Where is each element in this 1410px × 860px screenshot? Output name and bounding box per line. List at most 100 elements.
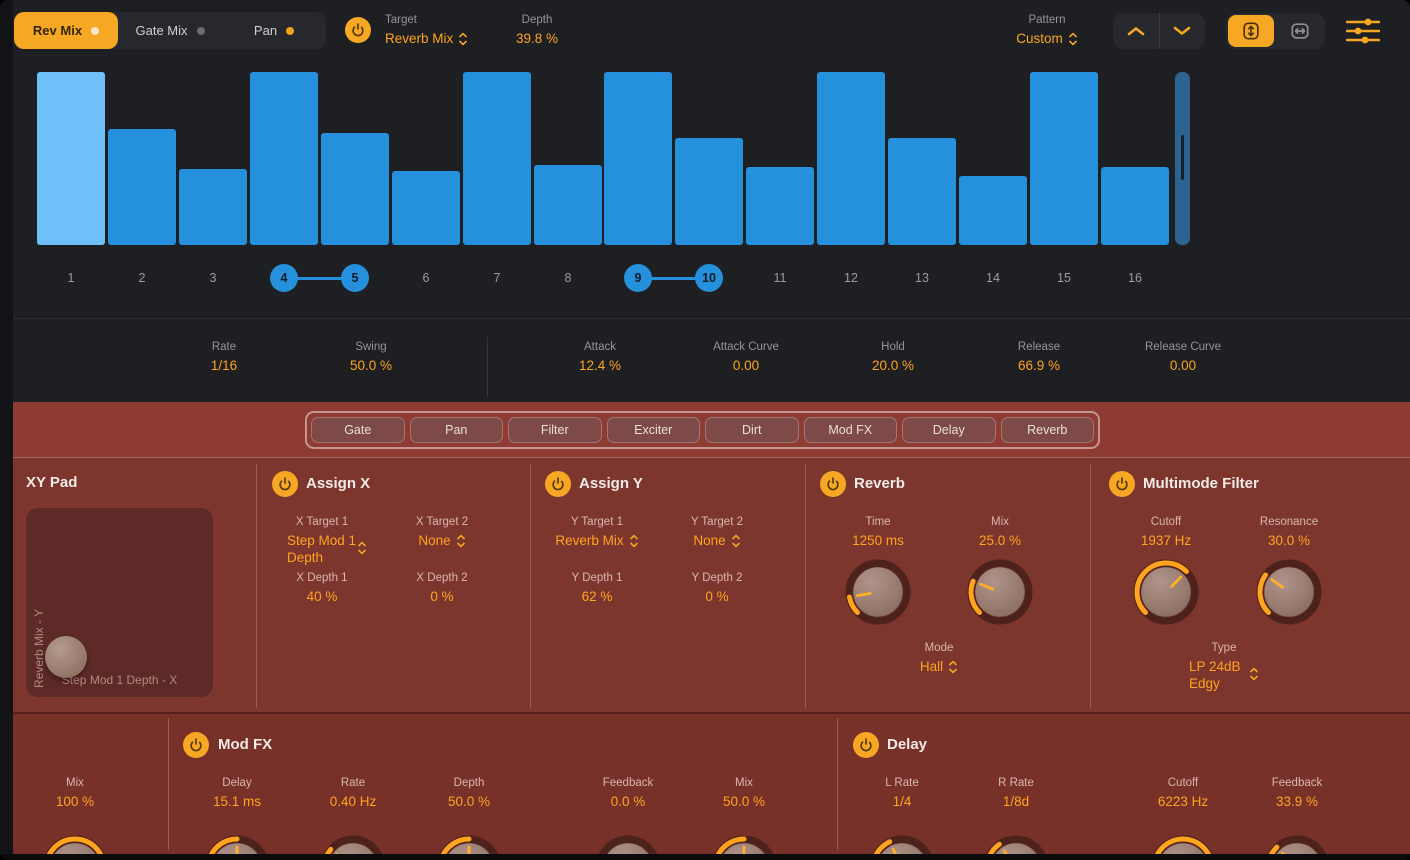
step-number-9[interactable]: 9 [624,264,652,292]
step-bar-14[interactable] [959,176,1027,245]
step-bar-6[interactable] [392,171,460,245]
step-number-15[interactable]: 15 [1057,271,1071,285]
step-bar-1[interactable] [37,72,105,245]
filter-type-select[interactable]: LP 24dB Edgy [1154,658,1294,692]
fx-param-delay-params-2: Cutoff 6223 Hz [1157,777,1209,809]
fx-tab-pan[interactable]: Pan [409,417,503,443]
fx-tab-exciter[interactable]: Exciter [606,417,700,443]
step-number-1[interactable]: 1 [67,271,75,285]
step-link-line [284,277,355,280]
settings-button[interactable] [1345,18,1381,49]
step-bar-12[interactable] [817,72,885,245]
select-chevrons-icon [1249,667,1259,681]
step-bar-15[interactable] [1030,72,1098,245]
assign-x-power-button[interactable] [272,471,298,497]
step-bar-2[interactable] [108,129,176,245]
pattern-scrollbar[interactable] [1175,72,1190,245]
filter-title: Multimode Filter [1143,475,1259,492]
tab-status-dot [91,26,100,35]
fx-param-modfx-params-4: Mix 50.0 % [722,777,766,809]
assign-x-title: Assign X [306,475,371,492]
mod-tab-gate-mix[interactable]: Gate Mix [118,12,222,49]
fx-tab-bar: Gate Pan Filter Exciter Dirt Mod FX Delay Rever… [305,411,1100,449]
step-number-3[interactable]: 3 [209,271,217,285]
step-mod-depth-field: Depth 39.8 % [477,13,597,47]
step-number-2[interactable]: 2 [138,271,146,285]
fx-tab-reverb[interactable]: Reverb [1000,417,1094,443]
fx-tab-gate[interactable]: Gate [311,417,405,443]
step-bar-10[interactable] [675,138,743,245]
window-edge [0,854,1410,860]
step-bar-3[interactable] [179,169,247,245]
reverb-mode-select[interactable]: Hall [869,658,1009,675]
horizontal-resize-button[interactable] [1277,15,1323,47]
modfx-power-button[interactable] [183,732,209,758]
step-number-5[interactable]: 5 [341,264,369,292]
knob-filter-params-1[interactable] [1249,552,1329,632]
step-bar-13[interactable] [888,138,956,245]
y-depth-2-value[interactable]: 0 % [705,589,729,604]
knob-filter-params-0[interactable] [1126,552,1206,632]
x-target-2-select[interactable]: None [372,532,512,549]
window-edge [0,0,13,860]
y-target-2-select[interactable]: None [647,532,787,549]
step-number-7[interactable]: 7 [493,271,501,285]
step-bar-8[interactable] [534,165,602,245]
mod-tab-pan[interactable]: Pan [222,12,326,49]
step-number-4[interactable]: 4 [270,264,298,292]
mod-tab-rev-mix[interactable]: Rev Mix [14,12,118,49]
scrollbar-mark [1181,135,1184,180]
y-depth-1-value[interactable]: 62 % [581,589,613,604]
step-number-16[interactable]: 16 [1128,271,1142,285]
vertical-resize-button[interactable] [1228,15,1274,47]
knob-reverb-params-0[interactable] [838,552,918,632]
fx-param-modfx-params-0: Delay 15.1 ms [212,777,262,809]
xy-pad[interactable]: Reverb Mix - Y Step Mod 1 Depth - X [26,508,213,697]
knob-icon [1256,559,1322,625]
x-target-1-select[interactable]: Step Mod 1 Depth [252,532,392,566]
step-bar-9[interactable] [604,72,672,245]
step-bar-11[interactable] [746,167,814,245]
y-target-1-select[interactable]: Reverb Mix [527,532,667,549]
step-bar-7[interactable] [463,72,531,245]
knob-icon [1133,559,1199,625]
fx-tab-dirt[interactable]: Dirt [705,417,799,443]
step-number-10[interactable]: 10 [695,264,723,292]
pattern-select[interactable]: Custom [987,30,1107,47]
fx-tab-delay[interactable]: Delay [902,417,996,443]
pattern-next-button[interactable] [1158,13,1206,49]
fx-tab-filter[interactable]: Filter [508,417,602,443]
step-bar-5[interactable] [321,133,389,245]
filter-power-button[interactable] [1109,471,1135,497]
pattern-previous-button[interactable] [1113,13,1159,49]
x-depth-2-value[interactable]: 0 % [430,589,454,604]
xy-pad-handle[interactable] [45,636,87,678]
knob-reverb-params-1[interactable] [960,552,1040,632]
depth-value[interactable]: 39.8 % [515,31,559,46]
step-number-11[interactable]: 11 [773,271,787,285]
step-bar-16[interactable] [1101,167,1169,245]
step-number-6[interactable]: 6 [422,271,430,285]
step-mod-power-button[interactable] [345,17,371,43]
horizontal-arrows-icon [1291,23,1309,39]
x-depth-1-value[interactable]: 40 % [306,589,338,604]
step-number-14[interactable]: 14 [986,271,1000,285]
y-depth-2-field: Y Depth 2 0 % [647,571,787,605]
target-select[interactable]: Reverb Mix [385,30,468,47]
select-chevrons-icon [357,541,367,555]
step-number-12[interactable]: 12 [844,271,858,285]
step-bar-4[interactable] [250,72,318,245]
step-number-13[interactable]: 13 [915,271,929,285]
chevron-down-icon [1173,26,1191,35]
step-number-8[interactable]: 8 [564,271,572,285]
assign-y-power-button[interactable] [545,471,571,497]
power-icon [860,738,872,752]
step-param-release: Release 66.9 % [1017,341,1061,373]
fx-tab-mod-fx[interactable]: Mod FX [803,417,897,443]
delay-power-button[interactable] [853,732,879,758]
reverb-power-button[interactable] [820,471,846,497]
select-chevrons-icon [629,534,639,548]
step-param-attack-curve: Attack Curve 0.00 [713,341,779,373]
pattern-field: Pattern Custom [987,13,1107,47]
